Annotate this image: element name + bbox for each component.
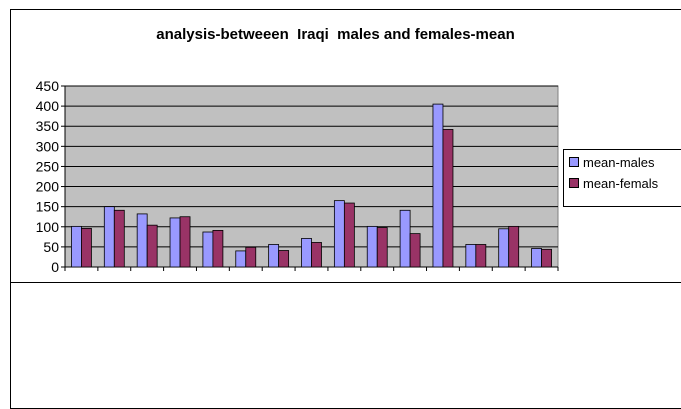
legend-swatch-males — [569, 157, 579, 167]
bar-mean-femals — [179, 216, 191, 268]
bar-mean-males — [169, 217, 181, 268]
bar-mean-males — [202, 231, 214, 268]
bar-mean-males — [268, 244, 280, 268]
y-tick-label: 0 — [51, 259, 59, 275]
bars — [71, 103, 552, 268]
bar-mean-males — [498, 228, 510, 268]
bar-mean-femals — [81, 227, 92, 268]
bar-mean-femals — [278, 250, 290, 268]
y-tick-label: 350 — [36, 118, 60, 134]
y-tick-label: 50 — [43, 239, 59, 255]
bar-mean-femals — [376, 227, 388, 268]
bar-mean-femals — [311, 242, 322, 268]
bar-mean-males — [432, 103, 444, 268]
bar-mean-femals — [113, 209, 125, 268]
y-tick-label: 400 — [36, 98, 60, 114]
bar-mean-femals — [541, 248, 552, 268]
legend-swatch-females — [569, 178, 579, 188]
bar-mean-femals — [343, 202, 355, 268]
legend-item-males: mean-males — [569, 155, 655, 171]
legend-label-males: mean-males — [583, 155, 655, 170]
chart-legend: mean-males mean-femals — [563, 149, 681, 207]
bar-chart: 0 50 100 150 200 250 300 350 400 450 — [36, 78, 559, 275]
legend-label-females: mean-femals — [583, 176, 659, 191]
bar-mean-males — [399, 209, 411, 268]
bar-mean-males — [465, 244, 477, 268]
y-tick-label: 200 — [36, 179, 60, 195]
bar-mean-males — [333, 200, 345, 268]
y-tick-label: 250 — [36, 158, 60, 174]
bar-mean-males — [301, 238, 312, 268]
chart-title: analysis-betweeen Iraqi males and female… — [156, 26, 515, 43]
y-tick-label: 300 — [36, 138, 60, 154]
bar-mean-males — [136, 213, 148, 268]
bar-mean-males — [366, 225, 378, 268]
bar-mean-males — [71, 225, 82, 268]
bar-mean-femals — [409, 233, 421, 268]
bar-mean-femals — [146, 224, 158, 268]
bar-mean-femals — [508, 225, 520, 268]
y-tick-label: 100 — [36, 219, 60, 235]
y-tick-labels: 0 50 100 150 200 250 300 350 400 450 — [36, 78, 60, 275]
legend-item-females: mean-femals — [569, 176, 658, 192]
y-tick-label: 150 — [36, 199, 60, 215]
bar-mean-males — [103, 206, 115, 268]
divider-line — [10, 282, 681, 283]
y-tick-label: 450 — [36, 78, 60, 94]
bar-mean-males — [235, 250, 247, 268]
bar-mean-males — [531, 248, 542, 268]
bar-mean-femals — [475, 244, 487, 268]
bar-mean-femals — [245, 246, 257, 268]
bar-mean-femals — [442, 129, 454, 268]
bar-mean-femals — [212, 229, 224, 268]
